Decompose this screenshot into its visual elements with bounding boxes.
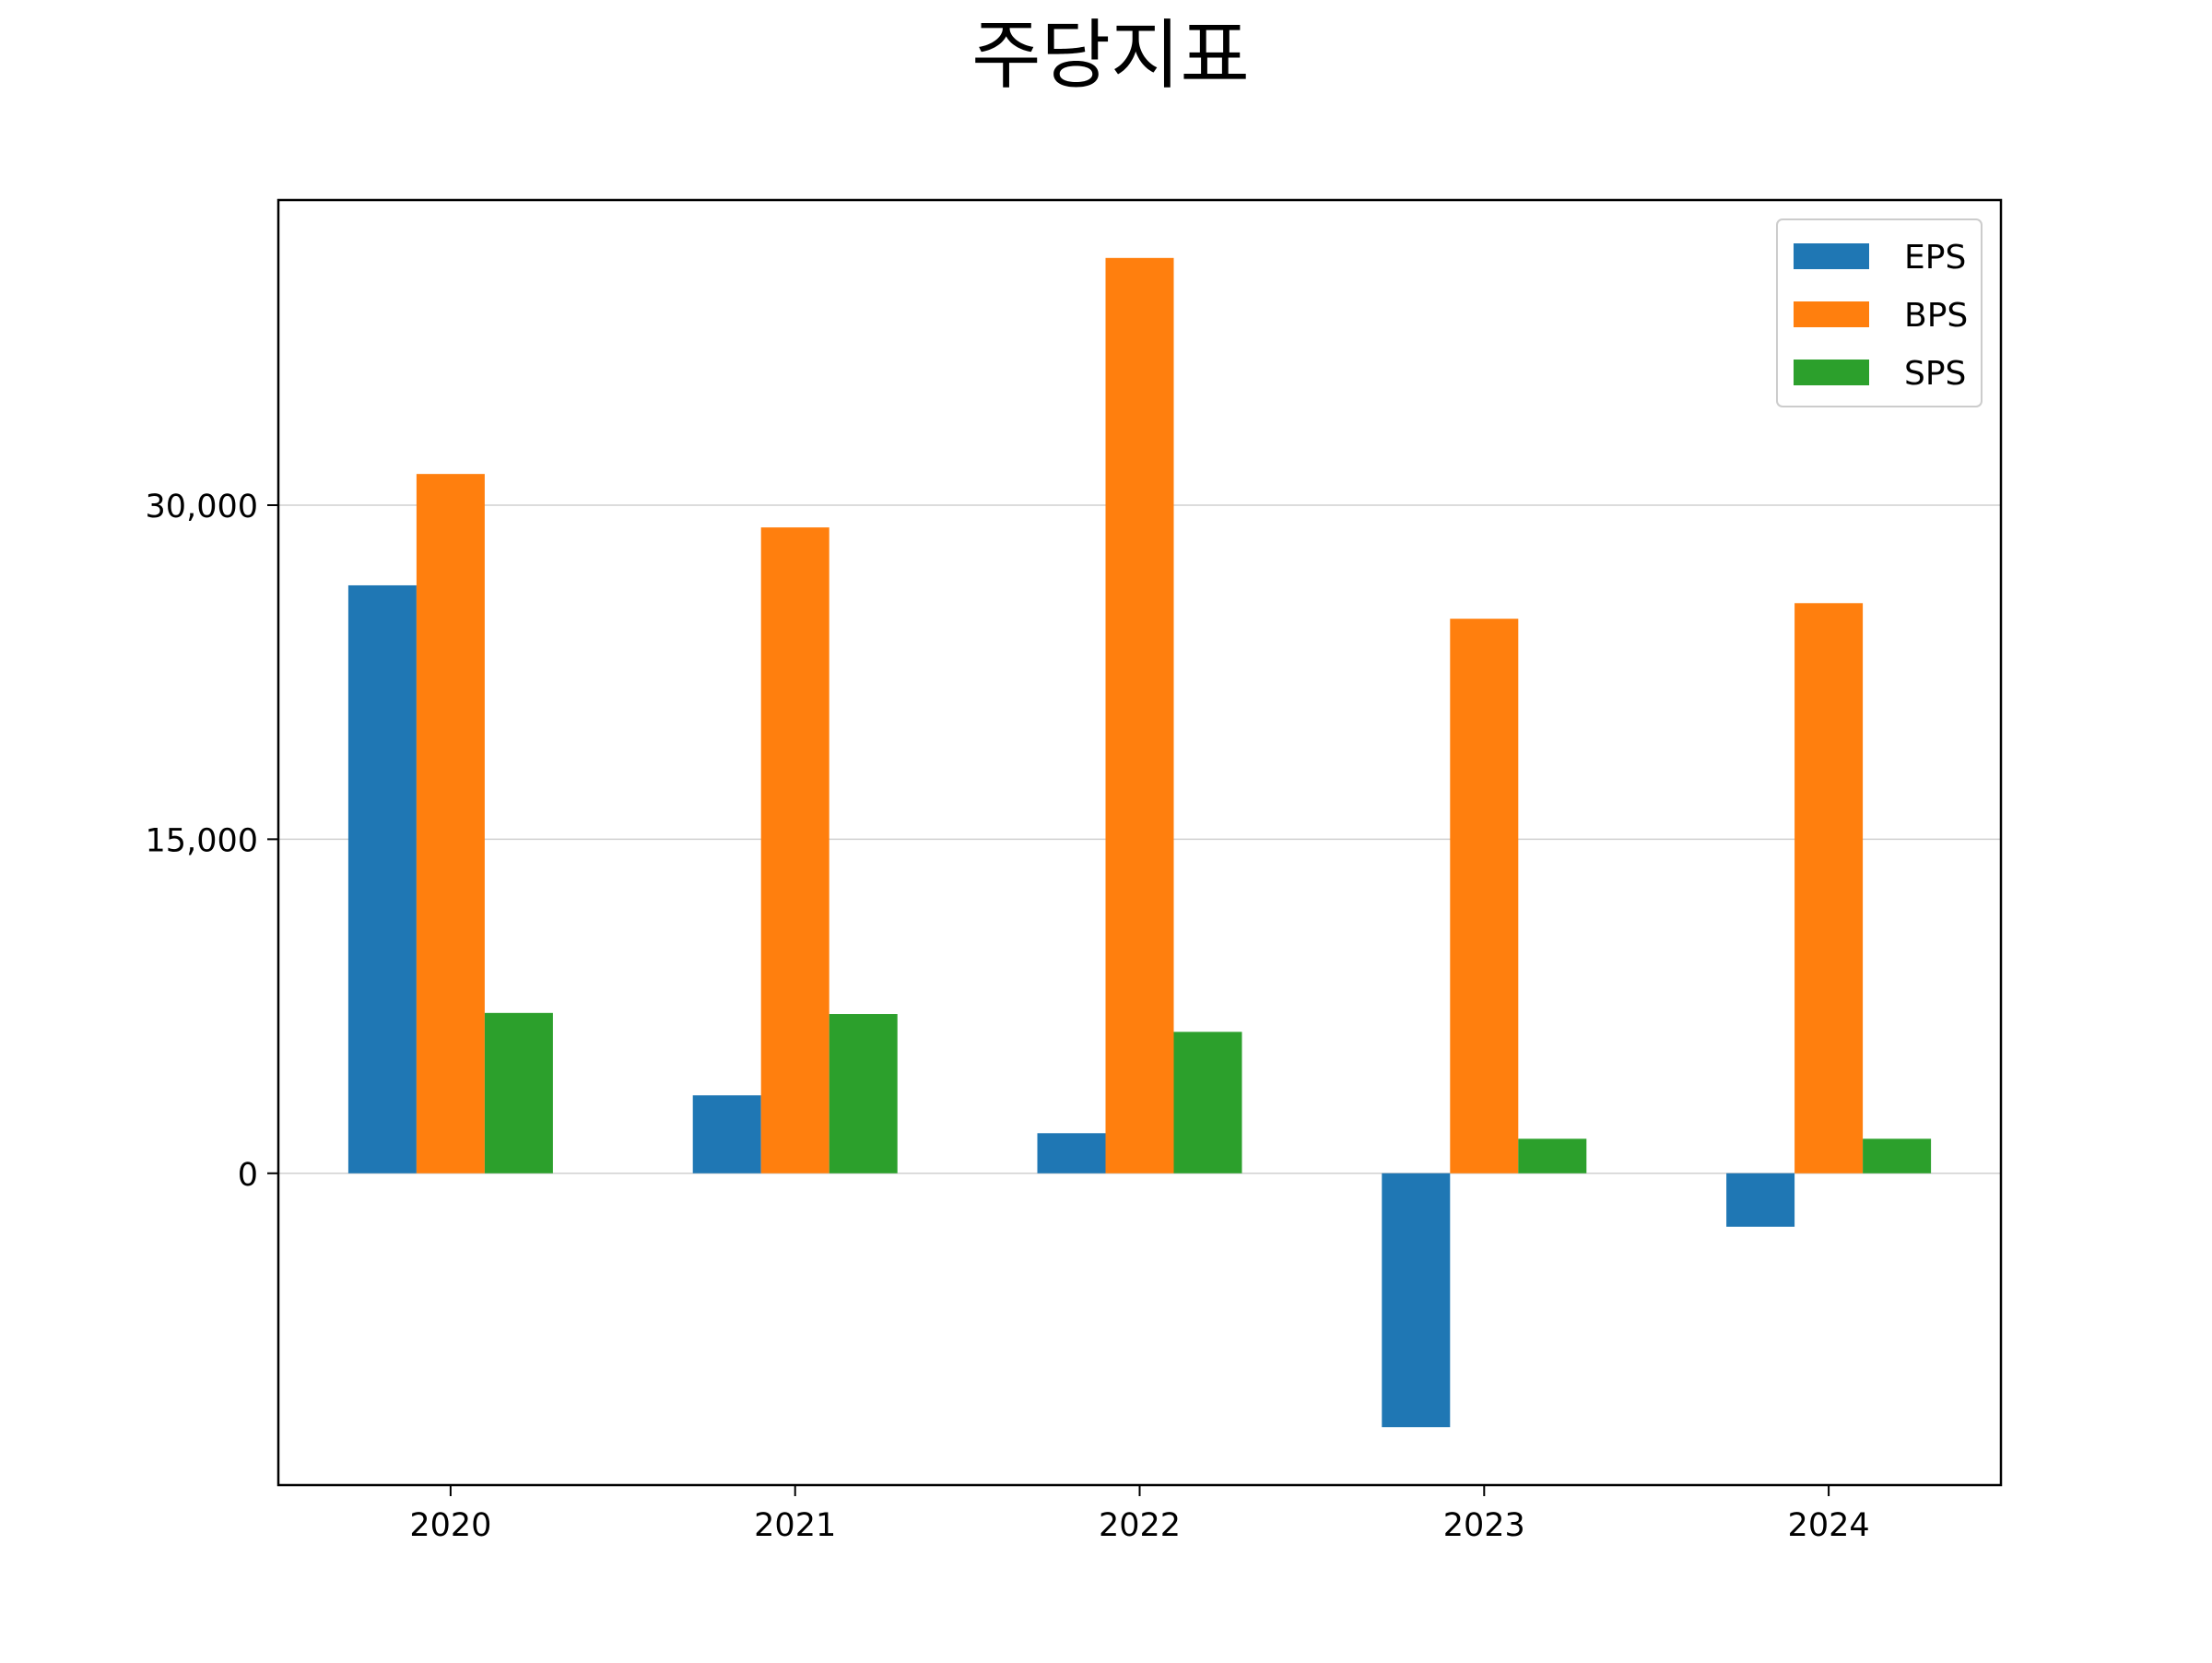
legend-swatch-bps	[1794, 301, 1869, 327]
x-axis: 2020 2021 2022 2023 2024	[409, 1485, 1870, 1544]
bar-sps-2024	[1863, 1138, 1932, 1174]
legend-label-sps: SPS	[1904, 355, 1966, 393]
bar-eps-2020	[347, 584, 417, 1174]
bar-sps-2020	[484, 1012, 553, 1174]
bar-sps-2022	[1173, 1032, 1242, 1174]
x-tick-label: 2024	[1788, 1507, 1870, 1544]
x-tick-label: 2023	[1443, 1507, 1525, 1544]
bar-eps-2021	[692, 1095, 761, 1174]
legend-label-eps: EPS	[1904, 239, 1966, 277]
bar-sps-2021	[829, 1014, 898, 1174]
y-tick-label: 30,000	[146, 489, 258, 525]
y-axis: 0 15,000 30,000	[146, 489, 278, 1194]
bar-bps-2020	[416, 474, 485, 1174]
bar-bps-2022	[1105, 257, 1174, 1174]
bar-bps-2021	[760, 527, 830, 1174]
bars	[347, 257, 1932, 1428]
legend-label-bps: BPS	[1904, 297, 1968, 335]
bar-eps-2023	[1382, 1173, 1451, 1428]
bar-bps-2024	[1794, 603, 1864, 1174]
x-tick-label: 2020	[409, 1507, 491, 1544]
bar-bps-2023	[1450, 619, 1519, 1174]
y-tick-label: 15,000	[146, 822, 258, 859]
bar-sps-2023	[1518, 1138, 1587, 1174]
legend-swatch-sps	[1794, 360, 1869, 385]
y-tick-label: 0	[238, 1157, 258, 1194]
bar-eps-2024	[1726, 1173, 1795, 1227]
x-tick-label: 2022	[1099, 1507, 1181, 1544]
chart-title: 주당지표	[971, 12, 1250, 100]
legend: EPS BPS SPS	[1776, 218, 1983, 407]
bar-eps-2022	[1037, 1133, 1106, 1174]
x-tick-label: 2021	[754, 1507, 836, 1544]
legend-swatch-eps	[1794, 243, 1869, 269]
